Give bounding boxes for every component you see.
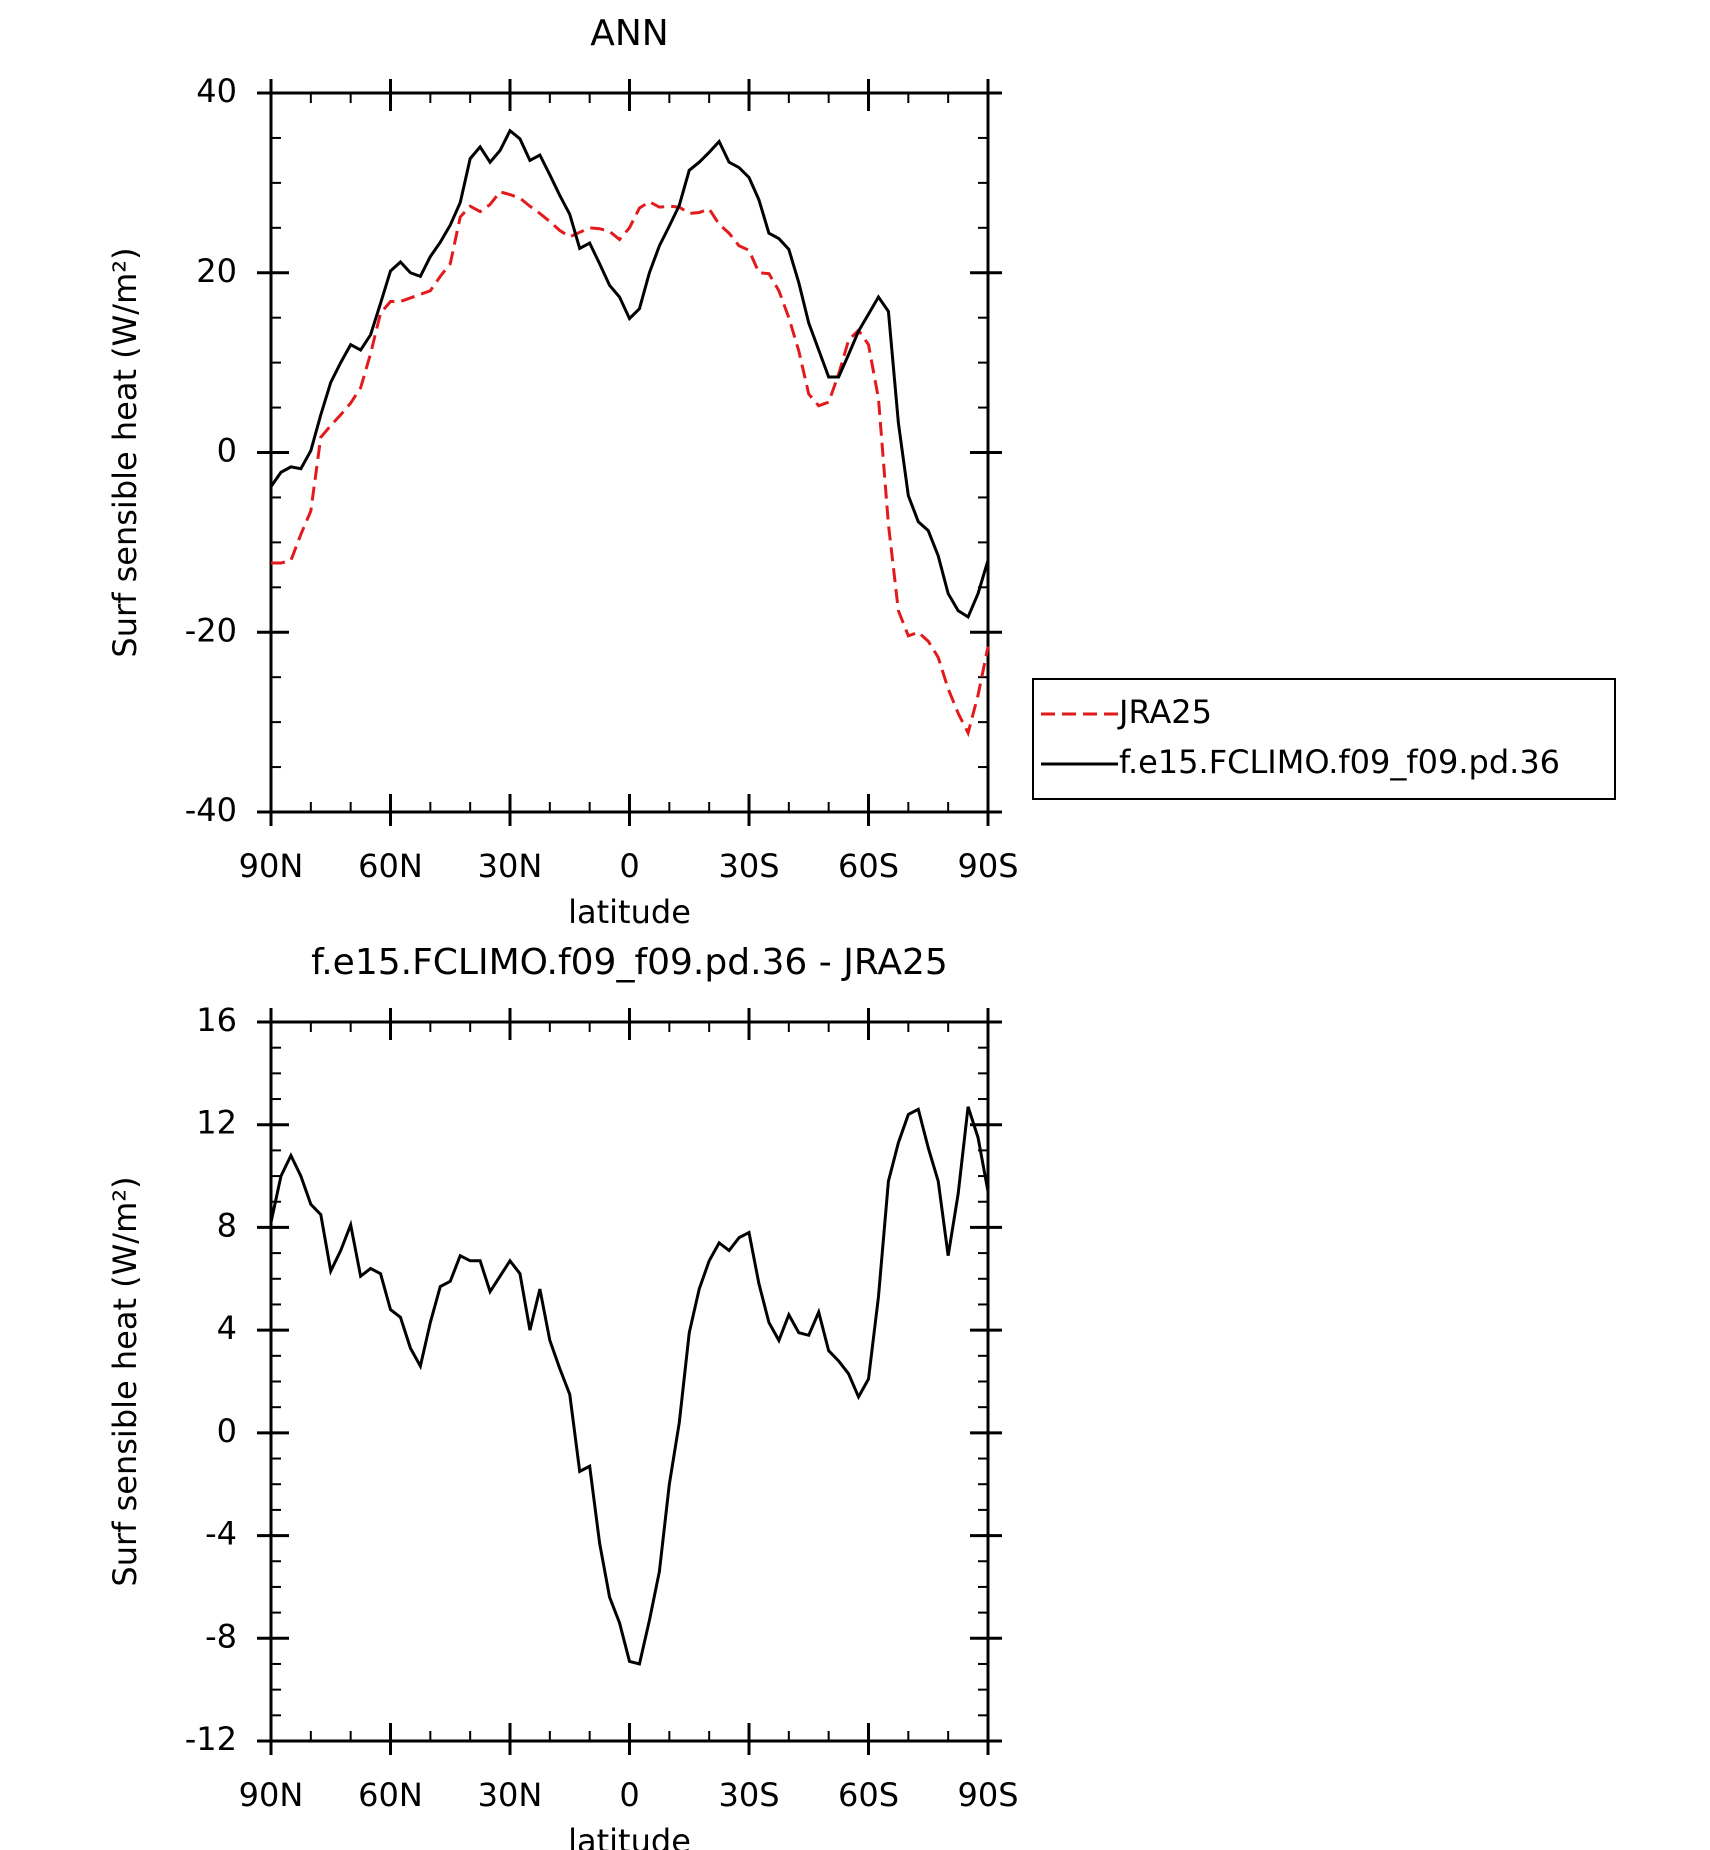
- y-tick-label: 4: [217, 1309, 237, 1347]
- data-line: [269, 128, 990, 620]
- x-axis-label: latitude: [568, 893, 691, 931]
- x-tick-label: 60S: [838, 847, 899, 885]
- legend-label: f.e15.FCLIMO.f09_f09.pd.36: [1119, 743, 1560, 781]
- y-tick-label: -8: [205, 1617, 237, 1655]
- data-line: [269, 1106, 990, 1666]
- x-tick-label: 60S: [838, 1776, 899, 1814]
- plot-frame: [269, 91, 990, 814]
- x-tick-label: 60N: [358, 1776, 423, 1814]
- y-tick-label: 0: [217, 432, 237, 470]
- y-tick-label: 20: [196, 252, 237, 290]
- y-axis-label: Surf sensible heat (W/m²): [106, 1176, 144, 1586]
- y-tick-label: 0: [217, 1412, 237, 1450]
- y-tick-label: 40: [196, 72, 237, 110]
- chart-title: f.e15.FCLIMO.f09_f09.pd.36 - JRA25: [311, 942, 948, 983]
- data-line: [271, 190, 990, 738]
- y-tick-label: -4: [205, 1515, 237, 1553]
- x-tick-label: 30N: [478, 1776, 543, 1814]
- y-tick-label: -40: [185, 791, 237, 829]
- x-tick-label: 90S: [957, 1776, 1018, 1814]
- x-tick-label: 30S: [718, 1776, 779, 1814]
- y-axis-label: Surf sensible heat (W/m²): [106, 247, 144, 657]
- x-tick-label: 30S: [718, 847, 779, 885]
- plot-frame: [269, 1020, 990, 1743]
- y-tick-label: -12: [185, 1720, 237, 1758]
- y-tick-label: 12: [196, 1104, 237, 1142]
- legend-label: JRA25: [1117, 693, 1212, 731]
- x-tick-label: 0: [619, 847, 639, 885]
- y-tick-label: 16: [196, 1001, 237, 1039]
- x-axis-label: latitude: [568, 1822, 691, 1850]
- x-tick-label: 90S: [957, 847, 1018, 885]
- chart-title: ANN: [590, 13, 669, 54]
- legend-box: [1032, 678, 1616, 800]
- y-tick-label: 8: [217, 1206, 237, 1244]
- x-tick-label: 60N: [358, 847, 423, 885]
- x-tick-label: 90N: [239, 847, 304, 885]
- x-tick-label: 0: [619, 1776, 639, 1814]
- x-tick-label: 30N: [478, 847, 543, 885]
- y-tick-label: -20: [185, 611, 237, 649]
- x-tick-label: 90N: [239, 1776, 304, 1814]
